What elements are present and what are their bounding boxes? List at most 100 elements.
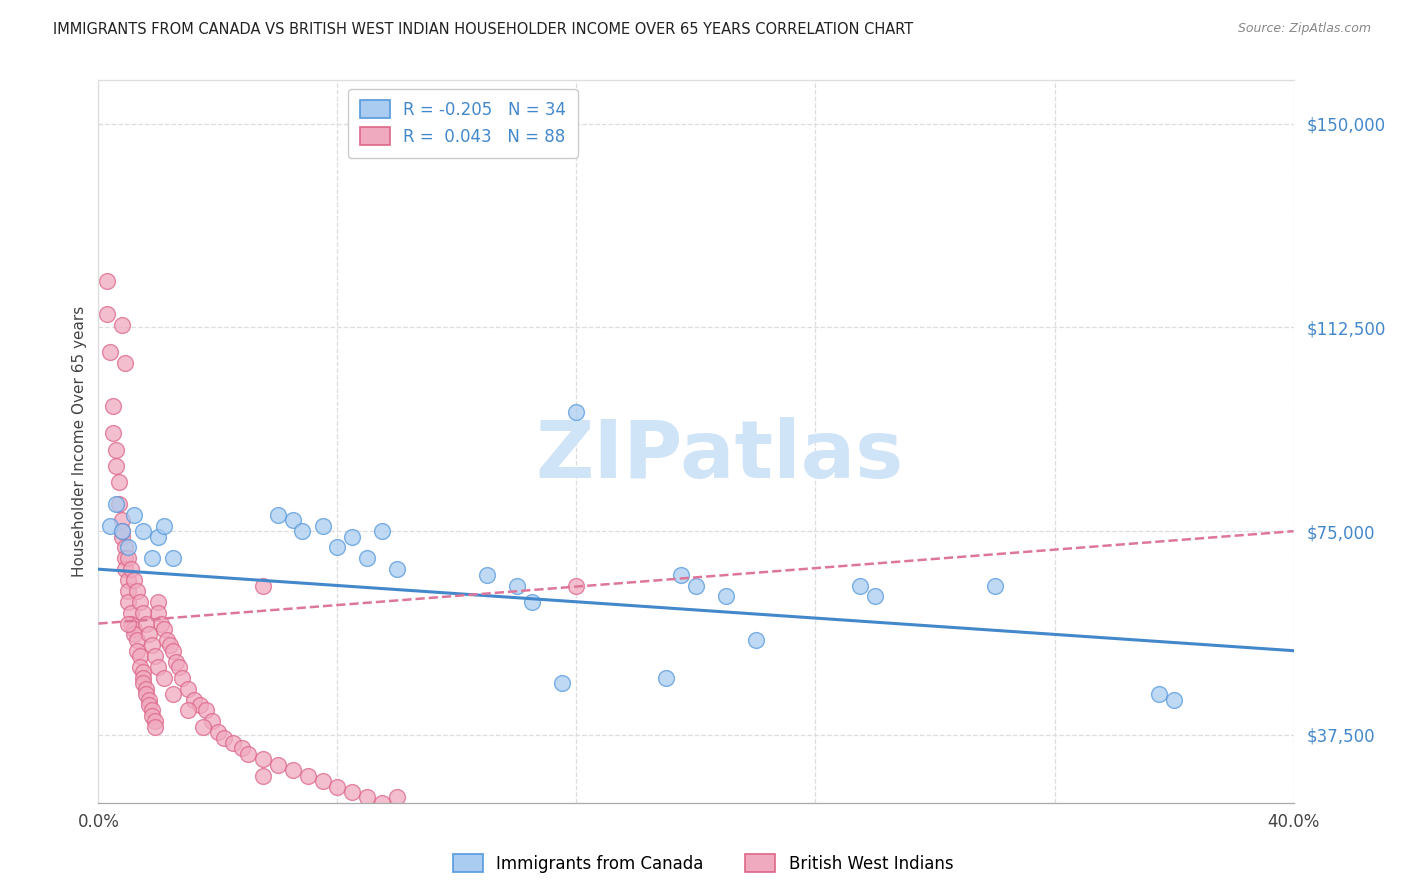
Point bbox=[188, 698, 211, 712]
Point bbox=[356, 551, 378, 566]
Point bbox=[105, 497, 128, 511]
Point bbox=[96, 307, 118, 321]
Point bbox=[129, 660, 152, 674]
Point bbox=[129, 595, 152, 609]
Point bbox=[195, 703, 218, 717]
Point bbox=[148, 660, 170, 674]
Point bbox=[669, 567, 692, 582]
Point bbox=[124, 627, 146, 641]
Point bbox=[342, 530, 364, 544]
Point bbox=[153, 671, 176, 685]
Point bbox=[141, 703, 163, 717]
Text: ZIPatlas: ZIPatlas bbox=[536, 417, 904, 495]
Point bbox=[506, 578, 529, 592]
Point bbox=[111, 524, 134, 538]
Point bbox=[111, 530, 134, 544]
Point bbox=[132, 676, 155, 690]
Point bbox=[117, 595, 139, 609]
Point bbox=[148, 595, 170, 609]
Point bbox=[326, 541, 349, 555]
Point bbox=[138, 692, 160, 706]
Point bbox=[117, 616, 139, 631]
Point bbox=[167, 660, 190, 674]
Point bbox=[111, 524, 134, 538]
Point bbox=[114, 562, 136, 576]
Point bbox=[156, 632, 179, 647]
Point bbox=[297, 769, 319, 783]
Point bbox=[117, 541, 139, 555]
Point bbox=[177, 681, 200, 696]
Point bbox=[311, 774, 333, 789]
Point bbox=[135, 616, 157, 631]
Point bbox=[984, 578, 1007, 592]
Point bbox=[565, 405, 588, 419]
Point bbox=[132, 665, 155, 680]
Point bbox=[111, 513, 134, 527]
Point bbox=[550, 676, 572, 690]
Point bbox=[105, 458, 128, 473]
Point bbox=[252, 752, 274, 766]
Point bbox=[267, 508, 290, 522]
Point bbox=[114, 356, 136, 370]
Point bbox=[865, 590, 887, 604]
Legend: Immigrants from Canada, British West Indians: Immigrants from Canada, British West Ind… bbox=[446, 847, 960, 880]
Point bbox=[252, 769, 274, 783]
Point bbox=[745, 632, 768, 647]
Point bbox=[267, 757, 290, 772]
Point bbox=[135, 687, 157, 701]
Point bbox=[103, 399, 125, 413]
Point bbox=[127, 643, 149, 657]
Point bbox=[124, 622, 146, 636]
Point bbox=[714, 590, 737, 604]
Point bbox=[108, 475, 131, 490]
Point bbox=[165, 655, 187, 669]
Point bbox=[120, 606, 142, 620]
Point bbox=[150, 616, 173, 631]
Point bbox=[655, 671, 678, 685]
Point bbox=[153, 622, 176, 636]
Point bbox=[172, 671, 194, 685]
Point bbox=[120, 616, 142, 631]
Point bbox=[141, 709, 163, 723]
Point bbox=[132, 606, 155, 620]
Point bbox=[129, 649, 152, 664]
Point bbox=[191, 720, 214, 734]
Point bbox=[114, 541, 136, 555]
Point bbox=[231, 741, 253, 756]
Point bbox=[114, 551, 136, 566]
Point bbox=[162, 551, 184, 566]
Point bbox=[143, 649, 166, 664]
Point bbox=[385, 790, 409, 805]
Point bbox=[138, 698, 160, 712]
Point bbox=[148, 530, 170, 544]
Y-axis label: Householder Income Over 65 years: Householder Income Over 65 years bbox=[72, 306, 87, 577]
Point bbox=[124, 573, 146, 587]
Point bbox=[371, 796, 394, 810]
Point bbox=[138, 627, 160, 641]
Point bbox=[207, 725, 229, 739]
Point bbox=[159, 638, 181, 652]
Point bbox=[98, 518, 122, 533]
Point bbox=[162, 643, 184, 657]
Point bbox=[141, 551, 163, 566]
Point bbox=[117, 551, 139, 566]
Point bbox=[127, 632, 149, 647]
Point bbox=[98, 345, 122, 359]
Point bbox=[132, 671, 155, 685]
Point bbox=[311, 518, 333, 533]
Point bbox=[117, 573, 139, 587]
Point bbox=[212, 731, 235, 745]
Point bbox=[132, 524, 155, 538]
Point bbox=[291, 524, 314, 538]
Point bbox=[385, 562, 409, 576]
Point bbox=[236, 747, 259, 761]
Point bbox=[117, 583, 139, 598]
Point bbox=[162, 687, 184, 701]
Point bbox=[143, 720, 166, 734]
Point bbox=[281, 763, 304, 777]
Point bbox=[127, 583, 149, 598]
Point bbox=[520, 595, 543, 609]
Point bbox=[124, 508, 146, 522]
Point bbox=[252, 578, 274, 592]
Point bbox=[849, 578, 872, 592]
